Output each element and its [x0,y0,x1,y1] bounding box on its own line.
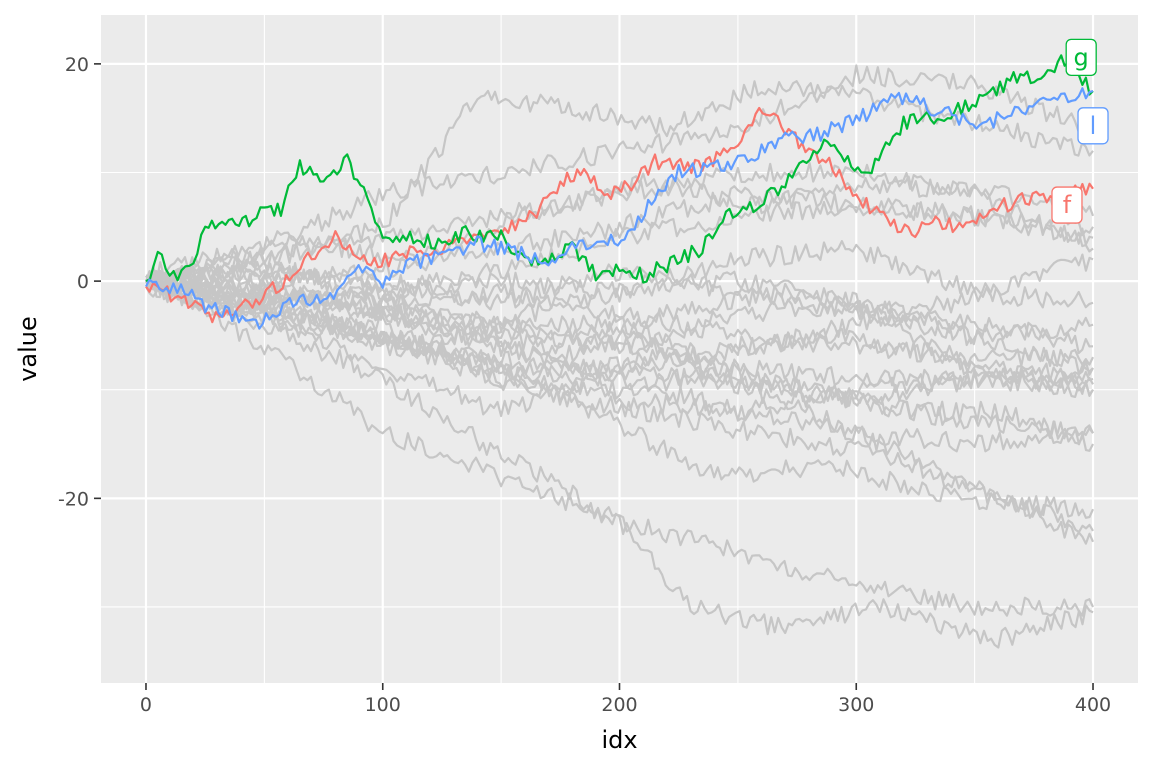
series-end-label-box [1077,107,1109,145]
background-series-line [145,185,1094,292]
background-series-line [145,280,1095,519]
background-series-line [144,172,1095,285]
series-end-label-box [1065,38,1097,77]
y-tick-label: -20 [58,488,89,510]
series-end-label-text: l [1090,112,1097,140]
background-series-line [145,276,1094,400]
series-end-label-g: g [1065,38,1097,77]
series-labels-group: f g l [1051,38,1109,224]
series-end-label-text: g [1074,43,1089,71]
background-series-line [145,279,1095,545]
background-series-line [144,262,1094,376]
series-end-label-f: f [1051,186,1083,224]
x-axis-title: idx [601,726,637,754]
series-line-f [145,106,1094,324]
x-axis: 0 100 200 300 400 [140,683,1111,716]
series-end-label-text: f [1063,191,1072,219]
background-series-line [144,270,1094,355]
x-tick-label: 200 [601,694,637,716]
background-series-line [145,260,1094,345]
background-series-line [145,64,1094,285]
series-line-g [145,54,1094,284]
series-end-label-box [1051,186,1083,224]
x-tick-label: 0 [140,694,152,716]
x-tick-label: 100 [365,694,401,716]
y-axis-title: value [14,316,42,382]
y-axis: 20 0 -20 [58,54,101,510]
background-series-line [145,162,1094,285]
series-end-label-l: l [1077,107,1109,145]
x-tick-label: 300 [838,694,874,716]
highlighted-series-group [145,54,1094,330]
series-line-l [145,87,1094,330]
background-series-line [145,273,1094,649]
y-tick-label: 0 [77,271,89,293]
x-tick-label: 400 [1075,694,1111,716]
y-tick-label: 20 [65,54,89,76]
